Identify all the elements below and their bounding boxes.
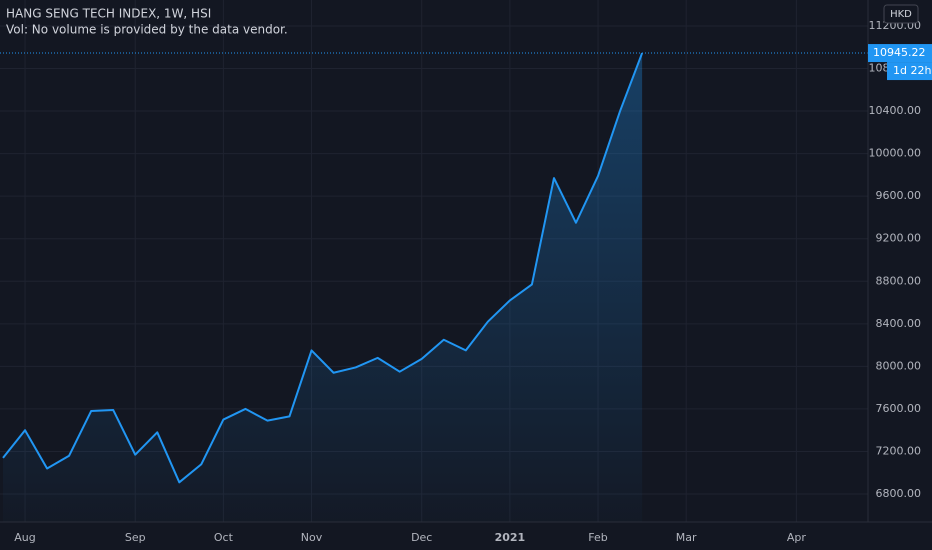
x-tick-label: Feb bbox=[588, 531, 607, 544]
last-price-text: 10945.22 bbox=[873, 46, 926, 59]
x-tick-label: Oct bbox=[214, 531, 234, 544]
y-tick-label: 10000.00 bbox=[869, 147, 922, 160]
chart-subtitle: Vol: No volume is provided by the data v… bbox=[6, 23, 288, 37]
countdown-text: 1d 22h bbox=[893, 64, 931, 77]
y-tick-label: 8400.00 bbox=[876, 317, 922, 330]
x-tick-label: 2021 bbox=[495, 531, 526, 544]
y-tick-label: 6800.00 bbox=[876, 487, 922, 500]
last-price-box bbox=[868, 44, 932, 63]
price-label: 10945.22 1d 22h bbox=[868, 44, 932, 81]
area bbox=[3, 53, 643, 523]
y-tick-label: 10400.00 bbox=[869, 104, 922, 117]
x-tick-label: Dec bbox=[411, 531, 432, 544]
x-tick-label: Mar bbox=[676, 531, 697, 544]
y-tick-label: 9600.00 bbox=[876, 189, 922, 202]
x-tick-label: Sep bbox=[125, 531, 146, 544]
countdown-box bbox=[887, 62, 932, 81]
y-tick-label: 8000.00 bbox=[876, 359, 922, 372]
y-tick-label: 7200.00 bbox=[876, 444, 922, 457]
y-tick-label: 9200.00 bbox=[876, 232, 922, 245]
y-tick-label: 7600.00 bbox=[876, 402, 922, 415]
y-tick-label: 8800.00 bbox=[876, 274, 922, 287]
x-tick-label: Aug bbox=[14, 531, 35, 544]
currency-box[interactable] bbox=[883, 4, 919, 24]
x-tick-label: Apr bbox=[787, 531, 807, 544]
chart-title: HANG SENG TECH INDEX, 1W, HSI bbox=[6, 7, 211, 21]
currency-label[interactable]: HKD bbox=[890, 9, 912, 20]
plot bbox=[0, 52, 868, 523]
x-tick-label: Nov bbox=[301, 531, 323, 544]
line bbox=[2, 52, 644, 484]
